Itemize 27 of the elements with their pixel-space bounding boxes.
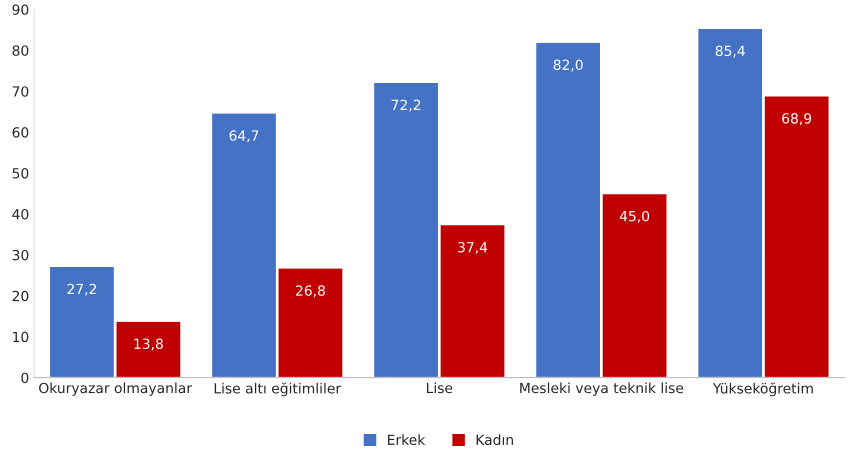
y-tick-label: 40 — [12, 208, 28, 220]
data-label: 27,2 — [67, 284, 96, 296]
data-label: 85,4 — [716, 46, 745, 58]
y-tick-label: 10 — [13, 332, 28, 342]
x-tick-label: Mesleki veya teknik lise — [520, 382, 684, 396]
y-tick-label: 0 — [21, 372, 28, 384]
data-label: 82,0 — [554, 60, 583, 72]
y-tick-label: 80 — [12, 45, 28, 56]
x-tick-label: Lise — [426, 382, 452, 394]
y-tick-label: 30 — [12, 250, 28, 260]
data-label: 72,2 — [392, 100, 420, 112]
y-tick-label: 50 — [12, 168, 28, 179]
y-tick-label: 20 — [12, 290, 28, 302]
data-label: 26,8 — [296, 285, 325, 298]
y-tick-label: 70 — [12, 86, 28, 97]
data-label: 64,7 — [230, 130, 258, 142]
data-label: 68,9 — [782, 113, 812, 126]
legend-label: Erkek — [388, 434, 426, 446]
data-label: 37,4 — [458, 242, 488, 254]
data-label: 13,8 — [134, 338, 163, 350]
x-tick-label: Okuryazar olmayanlar — [39, 382, 192, 396]
legend-label: Kadın — [476, 434, 513, 446]
y-tick-label: 60 — [12, 127, 28, 138]
data-label: 45,0 — [620, 210, 650, 223]
x-tick-label: Yükseköğretim — [712, 382, 813, 396]
y-tick-label: 90 — [12, 4, 28, 15]
x-tick-label: Lise altı eğitimliler — [214, 382, 342, 396]
